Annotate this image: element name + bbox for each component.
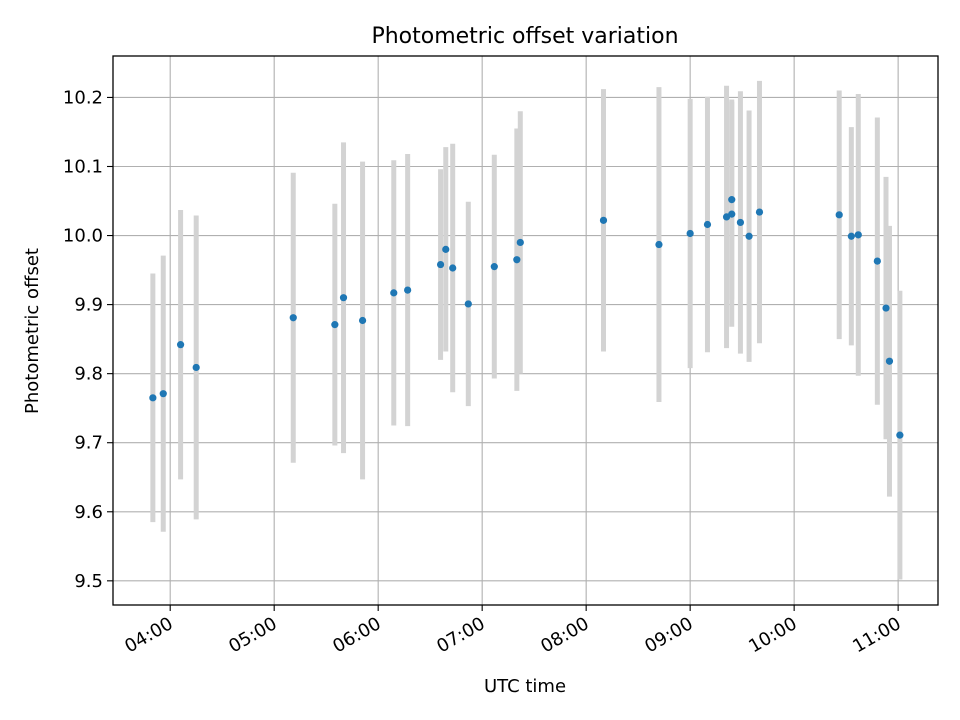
y-axis-label: Photometric offset	[22, 248, 43, 414]
data-point	[289, 314, 297, 322]
x-tick-label: 04:00	[121, 613, 176, 657]
y-tick-label: 9.6	[74, 502, 103, 523]
y-tick-label: 9.7	[74, 433, 103, 454]
data-point	[885, 357, 894, 365]
data-point	[728, 196, 736, 204]
x-tick-label: 11:00	[849, 613, 904, 657]
x-tick-label: 08:00	[537, 613, 592, 657]
x-tick-label: 05:00	[225, 613, 280, 657]
y-axis-ticks: 9.5 9.6 9.7 9.8 9.9 10.0 10.1 10.2	[63, 87, 113, 592]
plot-frame	[112, 55, 939, 606]
data-point	[442, 245, 450, 253]
data-point	[490, 263, 498, 271]
data-point	[835, 211, 843, 219]
data-point	[882, 304, 890, 312]
data-point	[854, 231, 862, 239]
data-point	[176, 341, 185, 349]
data-point	[390, 289, 398, 297]
data-point	[513, 256, 521, 264]
data-point	[404, 286, 412, 294]
y-tick-label: 9.9	[74, 295, 103, 316]
data-point	[745, 232, 753, 240]
data-point	[331, 321, 339, 329]
data-point	[599, 216, 608, 224]
y-tick-label: 9.8	[74, 364, 103, 385]
x-tick-label: 06:00	[329, 613, 384, 657]
y-tick-label: 9.5	[74, 571, 103, 592]
y-tick-label: 10.2	[63, 87, 103, 108]
data-point	[436, 260, 445, 269]
data-point	[149, 394, 157, 402]
chart-title: Photometric offset variation	[371, 24, 678, 49]
data-point	[896, 431, 904, 439]
data-point	[449, 264, 457, 272]
errorbars	[150, 80, 903, 580]
x-tick-label: 07:00	[433, 613, 488, 657]
data-point	[339, 294, 348, 302]
data-points	[149, 196, 904, 439]
data-point	[728, 210, 736, 218]
x-axis-label: UTC time	[484, 676, 566, 697]
x-tick-label: 09:00	[641, 613, 696, 657]
data-point	[516, 238, 524, 247]
x-axis-ticks: 04:00 05:00 06:00 07:00 08:00 09:00 10:00 11:00	[121, 605, 905, 657]
data-point	[755, 208, 764, 216]
data-point	[686, 229, 694, 238]
data-point	[464, 300, 472, 308]
y-tick-label: 10.1	[63, 156, 103, 177]
data-point	[847, 232, 855, 240]
data-point	[703, 220, 712, 229]
data-point	[655, 240, 663, 249]
y-tick-label: 10.0	[63, 226, 103, 247]
data-point	[358, 316, 367, 325]
grid	[113, 56, 938, 605]
data-point	[192, 363, 200, 372]
data-point	[159, 390, 167, 398]
data-point	[736, 218, 745, 227]
x-tick-label: 10:00	[745, 613, 800, 657]
data-point	[873, 257, 881, 265]
